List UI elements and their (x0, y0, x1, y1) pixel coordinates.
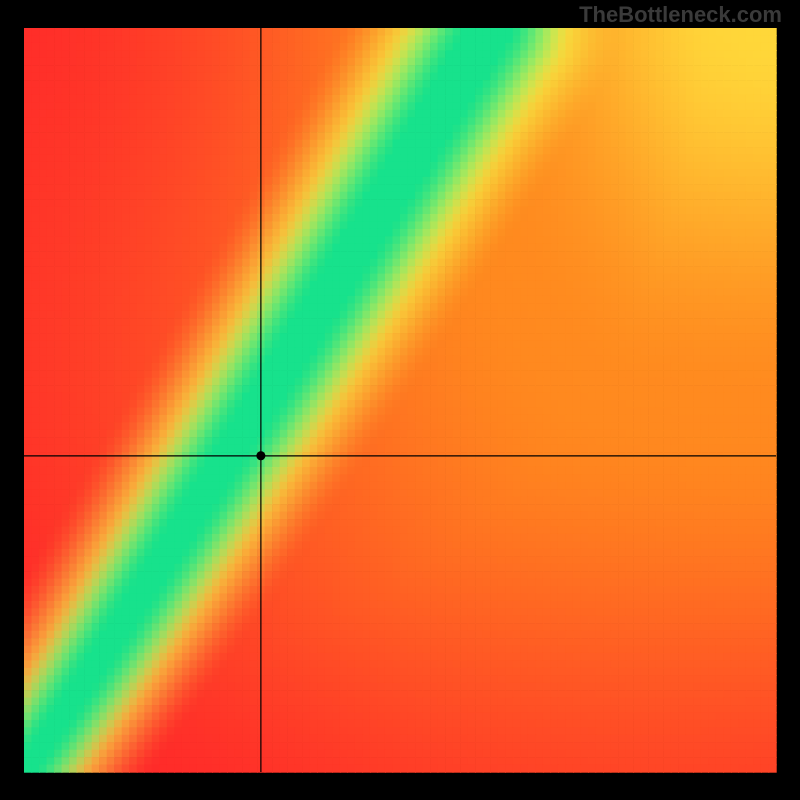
chart-container: TheBottleneck.com (0, 0, 800, 800)
watermark-text: TheBottleneck.com (579, 2, 782, 28)
heatmap-canvas (0, 0, 800, 800)
